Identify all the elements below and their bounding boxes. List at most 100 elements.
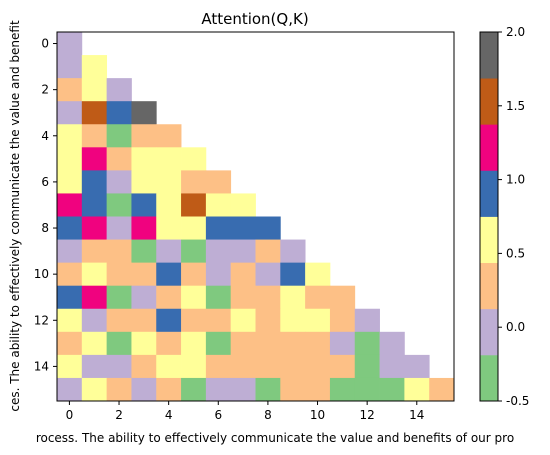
heatmap-cell — [354, 331, 380, 356]
heatmap-cell — [205, 193, 232, 217]
heatmap-cell — [280, 354, 306, 379]
x-tick-label: 4 — [165, 408, 173, 422]
y-axis-label: ces. The ability to effectively communic… — [8, 20, 22, 412]
x-tick-label: 6 — [214, 408, 222, 422]
heatmap-cell — [81, 331, 108, 356]
heatmap-cell — [230, 331, 256, 356]
heatmap-cell — [230, 216, 256, 240]
y-tick-label: 6 — [41, 175, 49, 189]
heatmap-cell — [354, 354, 380, 379]
heatmap-cell — [156, 285, 182, 310]
heatmap-cell — [205, 377, 232, 402]
heatmap-cell — [106, 239, 132, 264]
y-tick-label: 14 — [34, 359, 49, 373]
heatmap-cell — [280, 308, 306, 333]
heatmap-cell — [230, 285, 256, 310]
heatmap-cell — [230, 308, 256, 333]
heatmap-cell — [81, 354, 108, 379]
heatmap-cell — [131, 308, 157, 333]
heatmap-cell — [106, 147, 132, 171]
heatmap-cell — [305, 308, 331, 333]
x-tick-label: 14 — [409, 408, 424, 422]
heatmap-cell — [106, 124, 132, 148]
heatmap-cell — [81, 170, 108, 194]
heatmap-cell — [106, 354, 132, 379]
heatmap-cell — [81, 216, 108, 240]
heatmap-cell — [156, 331, 182, 356]
heatmap-cell — [329, 377, 356, 402]
x-axis-label: rocess. The ability to effectively commu… — [36, 431, 514, 445]
heatmap-cell — [106, 331, 132, 356]
colorbar-tick-label: 0.0 — [506, 320, 525, 334]
heatmap-cell — [205, 239, 232, 264]
heatmap-cell — [354, 377, 380, 402]
heatmap-cell — [255, 354, 281, 379]
heatmap-cell — [181, 239, 207, 264]
y-axis-ticks: 0 2 4 6 8 10 12 14 — [34, 37, 57, 373]
heatmap-cell — [106, 101, 132, 125]
heatmap-cell — [280, 285, 306, 310]
heatmap-cell — [329, 354, 356, 379]
heatmap-cell — [156, 124, 182, 148]
heatmap-cell — [81, 78, 108, 102]
y-tick-label: 12 — [34, 313, 49, 327]
heatmap-cell — [57, 285, 83, 310]
y-tick-label: 2 — [41, 83, 49, 97]
heatmap-cell — [255, 308, 281, 333]
heatmap-cell — [57, 32, 83, 56]
heatmap-cell — [379, 377, 405, 402]
heatmap-cell — [81, 377, 108, 402]
heatmap-cell — [305, 285, 331, 310]
heatmap-cell — [305, 377, 331, 402]
heatmap-cell — [131, 170, 157, 194]
colorbar-segment — [480, 32, 498, 79]
y-tick-label: 8 — [41, 221, 49, 235]
heatmap-cell — [181, 354, 207, 379]
heatmap-cell — [156, 216, 182, 240]
heatmap-cell — [57, 377, 83, 402]
heatmap-cell — [280, 331, 306, 356]
heatmap-cell — [305, 262, 331, 287]
heatmap-cell — [181, 216, 207, 240]
heatmap-cell — [379, 331, 405, 356]
colorbar-tick-label: 2.0 — [506, 25, 525, 39]
heatmap-cell — [329, 308, 356, 333]
heatmap-cell — [106, 193, 132, 217]
heatmap-cell — [106, 377, 132, 402]
heatmap-cell — [81, 55, 108, 79]
heatmap-cell — [156, 170, 182, 194]
colorbar-segment — [480, 78, 498, 125]
heatmap-cell — [106, 308, 132, 333]
heatmap-cell — [131, 331, 157, 356]
heatmap-cell — [181, 147, 207, 171]
heatmap-cell — [181, 262, 207, 287]
heatmap-cell — [280, 239, 306, 264]
heatmap-cell — [354, 308, 380, 333]
x-axis-ticks: 0 2 4 6 8 10 12 14 — [66, 401, 424, 422]
heatmap-cell — [131, 193, 157, 217]
heatmap-cell — [57, 101, 83, 125]
heatmap-cell — [255, 285, 281, 310]
heatmap-cell — [81, 193, 108, 217]
heatmap-cell — [280, 377, 306, 402]
y-tick-label: 10 — [34, 267, 49, 281]
colorbar-frame — [479, 31, 499, 402]
heatmap-cell — [181, 331, 207, 356]
heatmap-cell — [81, 308, 108, 333]
colorbar-segment — [480, 170, 498, 217]
colorbar-segment — [480, 216, 498, 264]
heatmap-cell — [131, 354, 157, 379]
heatmap-cell — [81, 239, 108, 264]
heatmap-cell — [205, 216, 232, 240]
heatmap-cell — [131, 101, 157, 125]
heatmap-cell — [205, 308, 232, 333]
heatmap-cell — [106, 216, 132, 240]
x-tick-label: 12 — [360, 408, 375, 422]
heatmap-cell — [181, 285, 207, 310]
heatmap-cell — [156, 193, 182, 217]
colorbar-tick-label: 1.0 — [506, 173, 525, 187]
heatmap-cell — [230, 239, 256, 264]
heatmap-cell — [181, 308, 207, 333]
heatmap-cell — [404, 354, 430, 379]
heatmap-cell — [131, 262, 157, 287]
